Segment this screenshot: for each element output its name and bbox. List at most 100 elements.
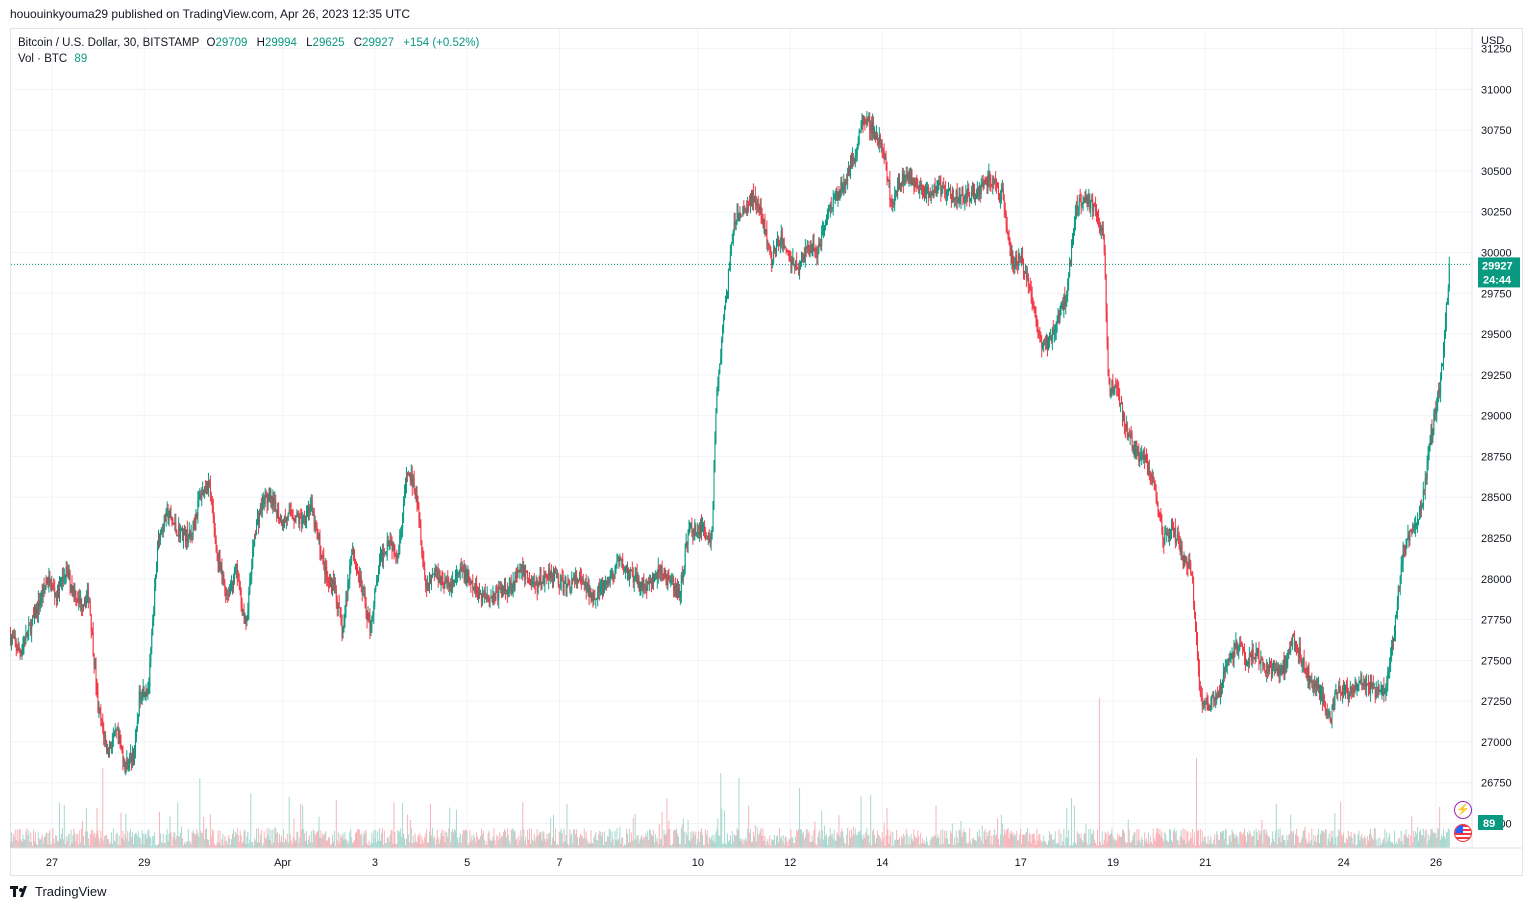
candle-body: [1419, 504, 1421, 513]
candle-body: [1398, 586, 1400, 588]
volume-bar: [629, 841, 631, 848]
candle-body: [1406, 539, 1408, 547]
candle-body: [1253, 657, 1255, 659]
volume-bar: [818, 832, 820, 848]
volume-bar: [470, 840, 472, 848]
volume-bar: [1073, 805, 1075, 848]
volume-bar: [63, 805, 65, 848]
candle-body: [950, 194, 952, 203]
volume-bar: [692, 830, 694, 848]
candle-body: [279, 519, 281, 521]
candle-body: [711, 526, 713, 537]
volume-bar: [1134, 832, 1136, 848]
volume-bar: [1233, 834, 1235, 848]
candle-body: [1188, 559, 1190, 569]
candle-body: [771, 252, 773, 266]
volume-bar: [1418, 841, 1420, 848]
lightning-icon[interactable]: ⚡: [1454, 801, 1472, 819]
candle-body: [552, 576, 554, 581]
candle-body: [595, 599, 597, 601]
volume-bar: [421, 836, 423, 848]
candle-body: [59, 582, 61, 584]
volume-bar: [11, 841, 13, 848]
volume-bar: [103, 840, 105, 848]
candle-body: [1271, 667, 1273, 675]
candle-body: [1154, 483, 1156, 491]
candle-body: [933, 185, 935, 195]
volume-bar: [767, 839, 769, 848]
us-flag-icon[interactable]: [1454, 824, 1472, 842]
volume-bar: [296, 832, 298, 848]
candle-body: [127, 759, 129, 770]
candle-body: [884, 157, 886, 160]
volume-bar: [1006, 828, 1008, 848]
candle-body: [1196, 637, 1198, 657]
candle-body: [33, 616, 35, 618]
volume-bar: [267, 835, 269, 848]
volume-bar: [42, 843, 44, 848]
volume-bar: [761, 835, 763, 848]
volume-bar: [182, 837, 184, 848]
volume-bar: [1283, 840, 1285, 848]
candle-body: [518, 570, 520, 573]
volume-bar: [577, 845, 579, 848]
volume-bar: [720, 773, 722, 848]
volume-bar: [1191, 837, 1193, 848]
volume-label[interactable]: Vol · BTC: [18, 53, 68, 65]
volume-bar: [414, 833, 416, 848]
volume-bar: [342, 832, 344, 848]
volume-bar: [15, 840, 17, 848]
volume-bar: [589, 843, 591, 848]
candle-body: [885, 157, 887, 162]
candle-body: [718, 373, 720, 386]
candle-body: [681, 574, 683, 581]
volume-bar: [190, 843, 192, 848]
volume-bar: [158, 811, 160, 848]
volume-bar: [710, 837, 712, 848]
candle-body: [746, 208, 748, 214]
candle-body: [1350, 686, 1352, 694]
price-tick-label: 31000: [1481, 84, 1512, 96]
volume-bar: [185, 841, 187, 848]
volume-bar: [724, 810, 726, 848]
volume-bar: [703, 845, 705, 848]
candle-body: [81, 599, 83, 607]
symbol-name[interactable]: Bitcoin / U.S. Dollar, 30, BITSTAMP: [18, 37, 200, 49]
candle-body: [960, 194, 962, 203]
volume-bar: [900, 836, 902, 848]
candle-body: [442, 577, 444, 584]
candle-body: [95, 666, 97, 687]
candle-body: [1214, 700, 1216, 702]
volume-bar: [658, 823, 660, 848]
candle-body: [1348, 693, 1350, 700]
volume-bar: [1111, 828, 1113, 848]
volume-bar: [989, 829, 991, 848]
candle-body: [1445, 304, 1447, 323]
candle-body: [1195, 628, 1197, 638]
tradingview-brand[interactable]: TradingView: [10, 884, 107, 899]
volume-bar: [1167, 841, 1169, 848]
volume-bar: [678, 843, 680, 848]
candle-body: [416, 493, 418, 503]
volume-bar: [36, 845, 38, 848]
candle-body: [487, 595, 489, 600]
volume-bar: [493, 828, 495, 848]
candle-body: [708, 535, 710, 540]
volume-bar: [1186, 831, 1188, 848]
candle-body: [372, 614, 374, 617]
volume-bar: [1409, 845, 1411, 848]
candle-body: [729, 252, 731, 267]
candle-body: [1389, 662, 1391, 671]
volume-bar: [504, 831, 506, 848]
volume-bar: [796, 829, 798, 848]
candle-body: [1088, 195, 1090, 201]
price-axis: 2650026750270002725027500277502800028250…: [1471, 29, 1512, 848]
candle-body: [895, 191, 897, 196]
candle-body: [875, 134, 877, 140]
volume-bar: [686, 835, 688, 848]
candle-body: [170, 513, 172, 517]
volume-bar: [349, 832, 351, 848]
volume-bar: [841, 828, 843, 848]
candle-body: [1166, 532, 1168, 534]
